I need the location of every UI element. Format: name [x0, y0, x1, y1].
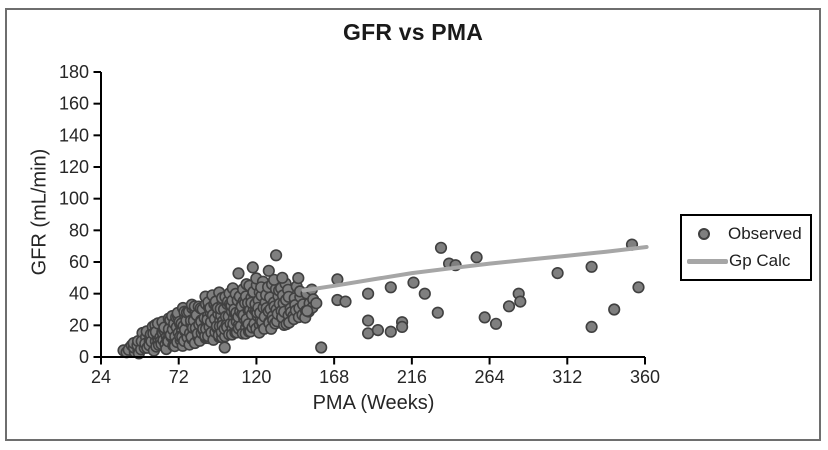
- scatter-point: [478, 311, 491, 324]
- y-tick-label: 100: [59, 189, 89, 209]
- legend-label-observed: Observed: [728, 223, 802, 243]
- y-tick-label: 80: [69, 220, 89, 240]
- scatter-point: [585, 260, 598, 273]
- scatter-point: [384, 325, 397, 338]
- x-tick-label: 120: [241, 367, 271, 387]
- scatter-point: [384, 281, 397, 294]
- chart-title: GFR vs PMA: [342, 19, 484, 45]
- x-axis-title: PMA (Weeks): [312, 392, 435, 414]
- observed-marker-icon: [698, 227, 710, 240]
- x-tick-label: 264: [475, 367, 505, 387]
- scatter-point: [292, 272, 305, 285]
- scatter-point: [362, 287, 375, 300]
- scatter-point: [608, 303, 621, 316]
- x-tick-label: 216: [397, 367, 427, 387]
- x-tick-label: 312: [552, 367, 582, 387]
- scatter-point: [339, 295, 352, 308]
- scatter-point: [407, 276, 420, 289]
- y-tick-label: 40: [69, 284, 89, 304]
- scatter-point: [301, 304, 314, 318]
- y-tick-label: 140: [59, 125, 89, 145]
- scatter-point: [514, 295, 527, 308]
- gp-calc-line-icon: [687, 258, 728, 264]
- scatter-point: [276, 271, 289, 284]
- legend-label-gp-calc: Gp Calc: [729, 251, 791, 271]
- scatter-point: [551, 267, 564, 280]
- scatter-point: [315, 341, 328, 354]
- legend-item-gp-calc: Gp Calc: [682, 251, 810, 271]
- y-axis-title: GFR (mL/min): [28, 148, 51, 276]
- scatter-point: [632, 281, 645, 294]
- y-tick-label: 0: [79, 347, 89, 367]
- legend-item-observed: Observed: [682, 224, 810, 244]
- scatter-point: [270, 249, 283, 262]
- y-tick-label: 120: [59, 157, 89, 177]
- legend: Observed Gp Calc: [680, 214, 812, 281]
- scatter-point: [585, 320, 598, 334]
- x-tick-label: 360: [630, 367, 660, 387]
- scatter-point: [371, 324, 385, 337]
- scatter-point: [362, 314, 375, 327]
- scatter-point: [246, 261, 259, 274]
- scatter-point: [310, 297, 323, 310]
- y-tick-label: 60: [69, 252, 89, 272]
- x-tick-label: 168: [319, 367, 349, 387]
- scatter-point: [232, 267, 245, 280]
- y-tick-label: 160: [59, 94, 89, 114]
- scatter-point: [218, 341, 231, 354]
- scatter-point: [418, 287, 431, 300]
- scatter-point: [434, 241, 448, 254]
- y-tick-label: 20: [69, 315, 89, 335]
- scatter-point: [262, 264, 275, 277]
- x-tick-label: 72: [169, 367, 189, 387]
- scatter-point: [396, 320, 409, 334]
- y-tick-label: 180: [59, 62, 89, 82]
- scatter-point: [470, 251, 483, 264]
- scatter-point: [489, 317, 503, 330]
- scatter-point: [502, 300, 516, 313]
- trend-line: [301, 245, 649, 293]
- x-tick-label: 24: [91, 367, 111, 387]
- scatter-point: [431, 306, 444, 319]
- scatter-point: [362, 327, 375, 340]
